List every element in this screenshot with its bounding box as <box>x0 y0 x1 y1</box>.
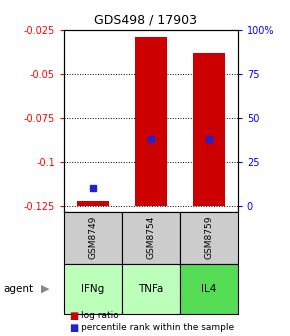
Text: percentile rank within the sample: percentile rank within the sample <box>81 323 234 332</box>
Bar <box>135 37 167 206</box>
Text: GDS498 / 17903: GDS498 / 17903 <box>93 13 197 27</box>
Text: TNFa: TNFa <box>138 284 164 294</box>
Bar <box>193 53 225 206</box>
Bar <box>180 212 238 264</box>
Text: GSM8759: GSM8759 <box>204 216 213 259</box>
Text: GSM8754: GSM8754 <box>146 216 155 259</box>
Text: agent: agent <box>3 284 33 294</box>
Bar <box>64 212 122 264</box>
Text: log ratio: log ratio <box>81 311 119 320</box>
Bar <box>122 264 180 314</box>
Text: ■: ■ <box>70 323 79 333</box>
Text: IL4: IL4 <box>201 284 217 294</box>
Bar <box>122 212 180 264</box>
Text: IFNg: IFNg <box>81 284 104 294</box>
Bar <box>180 264 238 314</box>
Text: ▶: ▶ <box>41 284 49 294</box>
Text: ■: ■ <box>70 311 79 321</box>
Text: GSM8749: GSM8749 <box>88 216 97 259</box>
Bar <box>64 264 122 314</box>
Bar <box>77 201 109 206</box>
